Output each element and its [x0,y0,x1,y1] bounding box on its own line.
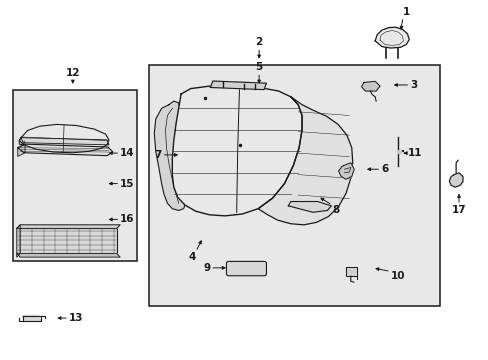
Text: 14: 14 [120,148,135,158]
FancyBboxPatch shape [226,261,266,276]
Text: 8: 8 [331,205,339,215]
Bar [149,65,439,306]
Polygon shape [17,225,120,228]
Polygon shape [345,267,356,276]
Polygon shape [210,81,266,90]
Text: 12: 12 [65,68,80,78]
Polygon shape [396,150,400,153]
Polygon shape [361,81,379,91]
Text: 3: 3 [409,80,417,90]
Polygon shape [448,173,462,187]
Bar [17,228,117,253]
Polygon shape [19,138,24,145]
Text: 13: 13 [69,313,83,323]
Polygon shape [17,253,120,257]
Polygon shape [19,125,109,153]
Bar [13,90,137,261]
Text: 7: 7 [154,150,161,160]
Text: 15: 15 [120,179,134,189]
Polygon shape [374,27,408,48]
Text: 9: 9 [203,263,210,273]
Polygon shape [288,202,330,212]
Polygon shape [258,97,352,225]
Polygon shape [17,225,20,257]
Text: 5: 5 [255,62,262,72]
Text: 10: 10 [390,271,405,282]
Text: 6: 6 [380,164,387,174]
Text: 1: 1 [402,7,409,17]
Polygon shape [21,138,109,145]
Text: 17: 17 [451,205,466,215]
Polygon shape [22,316,41,320]
Polygon shape [18,144,113,156]
Polygon shape [18,144,25,156]
Text: 2: 2 [255,37,262,47]
Polygon shape [172,86,302,216]
Text: 16: 16 [120,215,134,224]
Polygon shape [338,163,353,179]
Polygon shape [154,101,185,211]
Text: 11: 11 [407,148,422,158]
Text: 4: 4 [188,252,195,262]
